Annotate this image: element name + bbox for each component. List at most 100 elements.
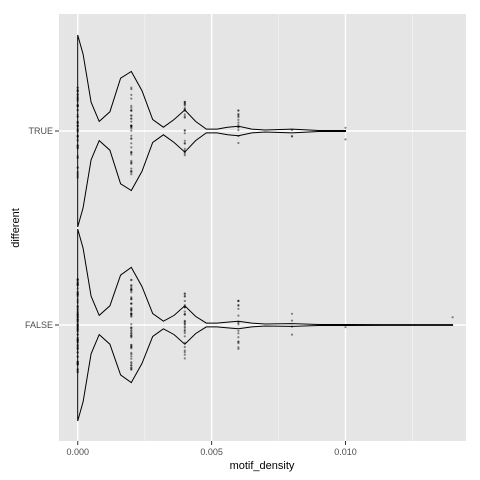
data-point [76,362,79,366]
data-point [76,89,79,92]
data-point [183,116,186,119]
data-point [76,362,79,366]
data-point [76,346,79,350]
data-point [76,298,79,301]
data-point [76,128,79,131]
data-point [76,124,79,127]
data-point [130,343,133,346]
data-point [183,328,186,331]
data-point [130,124,133,127]
data-point [76,319,79,323]
data-point [130,345,133,348]
data-point [76,316,79,319]
data-point [290,312,294,315]
data-point [130,302,133,305]
data-point [76,144,79,147]
data-point [451,316,454,319]
data-point [76,369,79,372]
data-point [76,156,79,159]
data-point [130,124,133,127]
data-point [76,125,79,128]
data-point [130,336,133,339]
data-point [237,109,240,112]
x-tick-label: 0.000 [66,447,89,457]
data-point [183,313,186,316]
data-point [183,100,186,103]
data-point [130,361,133,364]
data-point [76,89,79,92]
data-point [130,296,133,299]
data-point [76,305,79,308]
data-point [76,287,79,290]
data-point [130,127,133,130]
data-point [76,351,79,354]
data-point [183,292,186,295]
data-point [130,109,133,112]
data-point [76,324,79,328]
data-point [130,288,133,291]
data-point [76,278,79,281]
data-point [130,109,133,112]
data-point [76,278,79,281]
data-point [183,341,186,344]
data-point [130,287,133,290]
data-point [183,310,186,313]
data-point [183,139,186,142]
data-point [130,351,133,354]
data-point [237,109,240,112]
data-point [237,114,240,118]
data-point [76,145,79,148]
data-point [76,341,79,344]
data-point [76,90,79,93]
data-point [344,126,347,129]
y-axis-title: different [10,208,22,248]
data-point [183,349,186,352]
data-point [130,114,133,117]
data-point [130,368,133,371]
data-point [183,351,186,354]
data-point [130,93,133,96]
data-point [237,323,240,326]
data-point [183,113,186,116]
data-point [183,306,186,309]
data-point [183,357,186,360]
data-point [130,308,133,311]
data-point [76,134,79,137]
data-point [130,332,133,335]
data-point [183,306,186,309]
data-point [76,306,79,309]
data-point [76,322,79,325]
data-point [130,353,133,356]
data-point [76,86,79,89]
data-point [183,129,186,132]
data-point [76,121,79,124]
data-point [237,332,240,335]
data-point [76,326,79,329]
data-point [237,299,240,302]
data-point [183,108,186,111]
data-point [130,162,133,165]
data-point [183,325,186,328]
data-point [76,314,79,317]
data-point [130,309,133,312]
data-point [237,118,240,121]
data-point [76,93,79,96]
data-point [183,100,186,104]
data-point [76,172,79,175]
data-point [130,326,133,329]
data-point [76,348,79,351]
data-point [130,142,133,145]
data-point [76,330,79,333]
x-axis: 0.000 0.005 0.010 [66,441,357,457]
data-point [76,329,79,332]
data-point [130,151,133,154]
data-point [130,278,133,281]
data-point [130,347,133,350]
data-point [130,330,133,333]
data-point [130,312,133,315]
data-point [76,291,79,294]
data-point [183,321,186,324]
data-point [76,124,79,127]
data-point [183,115,186,118]
data-point [76,95,79,98]
